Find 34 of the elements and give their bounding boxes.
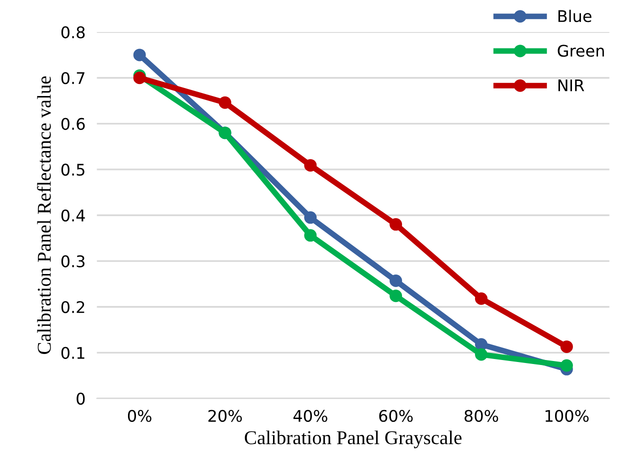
y-tick-label: 0.4 (61, 209, 85, 222)
legend-label: NIR (558, 80, 584, 92)
point (475, 338, 488, 351)
point (304, 159, 317, 172)
point (304, 229, 317, 242)
y-axis-title: Calibration Panel Reflectance value (36, 76, 51, 354)
x-tick-label: 20% (208, 410, 242, 422)
point (560, 340, 573, 353)
point (475, 348, 488, 361)
y-tick-label: 0 (76, 392, 85, 405)
x-tick-label: 80% (464, 410, 498, 422)
x-axis-title: Calibration Panel Grayscale (244, 430, 462, 448)
point (218, 96, 232, 109)
point (475, 292, 488, 305)
point (390, 290, 402, 302)
point (133, 72, 146, 84)
point (560, 359, 573, 372)
y-tick-label: 0.1 (61, 346, 84, 359)
y-tick-label: 0.5 (61, 164, 84, 176)
x-tick-label: 40% (293, 410, 328, 422)
y-tick-label: 0.6 (61, 118, 85, 130)
legend-label: Blue (558, 10, 592, 22)
y-tick-label: 0.7 (61, 72, 84, 84)
x-tick-label: 100% (546, 410, 589, 422)
point (390, 274, 402, 288)
y-tick-label: 0.3 (61, 255, 84, 268)
point (304, 211, 317, 224)
legend-label: Green (558, 44, 604, 57)
x-tick-label: 0% (128, 410, 152, 422)
y-tick-label: 0.2 (61, 301, 84, 314)
point (133, 48, 146, 62)
point (390, 218, 402, 231)
x-tick-label: 60% (379, 410, 413, 422)
y-tick-label: 0.8 (61, 26, 85, 38)
